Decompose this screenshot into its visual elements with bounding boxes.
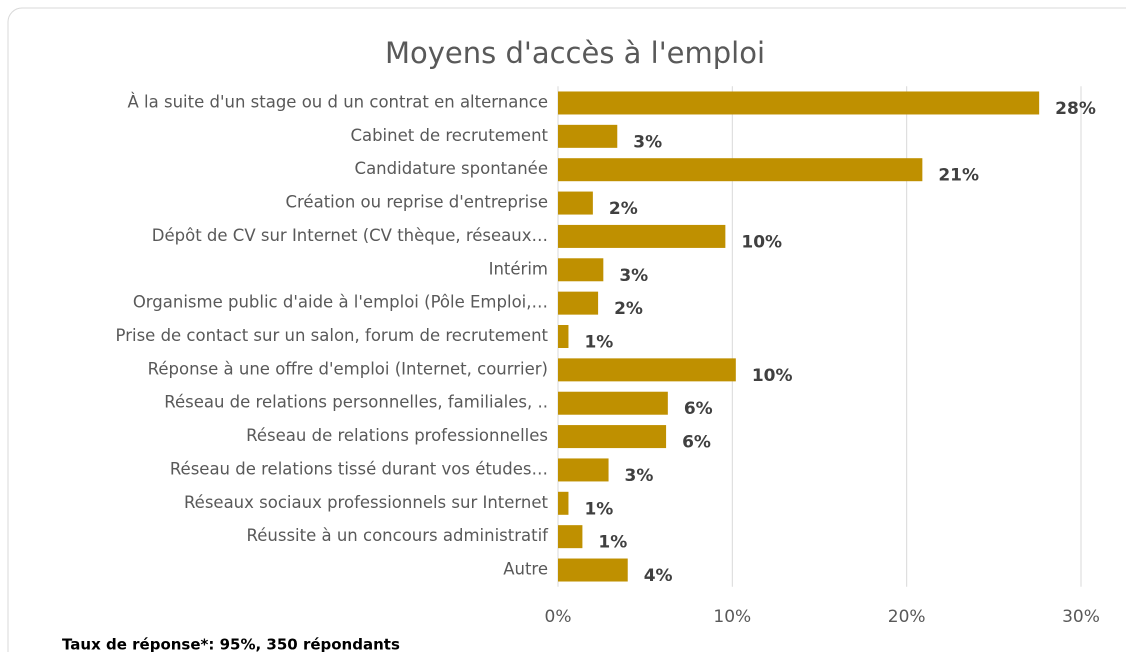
footnote: Taux de réponse*: 95%, 350 répondants <box>62 636 400 652</box>
y-tick-label: Prise de contact sur un salon, forum de … <box>116 326 549 345</box>
y-tick-label: Réseau de relations tissé durant vos étu… <box>170 459 548 478</box>
chart-title: Moyens d'accès à l'emploi <box>385 36 765 70</box>
bar <box>558 491 569 515</box>
data-label: 3% <box>633 132 662 152</box>
data-label: 28% <box>1055 99 1096 119</box>
y-tick-label: Cabinet de recrutement <box>350 126 548 145</box>
data-label: 2% <box>614 299 643 319</box>
bar <box>558 224 726 248</box>
x-tick-label: 30% <box>1062 607 1100 627</box>
y-tick-label: Réseaux sociaux professionnels sur Inter… <box>184 493 549 512</box>
bar <box>558 425 667 449</box>
y-tick-label: Dépôt de CV sur Internet (CV thèque, rés… <box>152 226 548 245</box>
y-tick-label: Organisme public d'aide à l'emploi (Pôle… <box>133 293 548 312</box>
y-tick-label: Réseau de relations personnelles, famili… <box>164 393 548 412</box>
data-label: 6% <box>682 433 711 453</box>
y-tick-label: Autre <box>503 560 548 579</box>
bar <box>558 458 609 482</box>
data-label: 4% <box>644 566 673 586</box>
data-label: 6% <box>684 399 713 419</box>
data-label: 3% <box>625 466 654 486</box>
bar <box>558 124 618 148</box>
data-label: 1% <box>584 333 613 353</box>
bar <box>558 291 599 315</box>
y-tick-label: Candidature spontanée <box>355 159 548 178</box>
y-tick-label: Intérim <box>489 259 548 278</box>
data-label: 3% <box>619 266 648 286</box>
y-tick-label: Réseau de relations professionnelles <box>246 426 548 445</box>
y-tick-label: Réponse à une offre d'emploi (Internet, … <box>148 359 548 378</box>
bar <box>558 158 923 182</box>
data-label: 1% <box>584 499 613 519</box>
data-label: 1% <box>598 533 627 553</box>
bar <box>558 558 628 582</box>
bar <box>558 258 604 282</box>
x-tick-label: 20% <box>888 607 926 627</box>
bar <box>558 191 593 215</box>
data-label: 10% <box>752 366 793 386</box>
y-tick-label: À la suite d'un stage ou d un contrat en… <box>128 92 548 111</box>
data-label: 21% <box>938 166 979 186</box>
bar <box>558 358 736 382</box>
data-label: 2% <box>609 199 638 219</box>
data-label: 10% <box>741 232 782 252</box>
y-tick-label: Réussite à un concours administratif <box>247 526 550 545</box>
x-tick-label: 0% <box>545 607 572 627</box>
bar <box>558 525 583 549</box>
bar <box>558 325 569 348</box>
x-tick-label: 10% <box>713 607 751 627</box>
y-tick-label: Création ou reprise d'entreprise <box>285 193 548 212</box>
bar <box>558 91 1040 115</box>
bar <box>558 391 668 415</box>
